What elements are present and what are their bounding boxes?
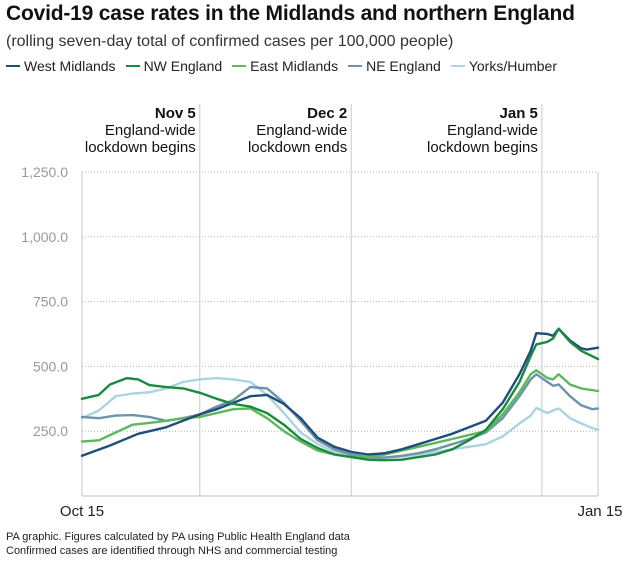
legend-item-east-midlands: East Midlands [232, 58, 338, 74]
series-line-east-midlands [80, 369, 600, 459]
legend-swatch [348, 65, 363, 67]
y-tick-label: 1,250.0 [21, 164, 68, 180]
y-tick-label: 500.0 [33, 358, 68, 374]
legend-swatch [450, 65, 465, 67]
event-date-label: Dec 2 [307, 105, 347, 122]
event-date-label: Nov 5 [155, 105, 196, 122]
y-tick-label: 1,000.0 [21, 229, 68, 245]
event-date-label: Jan 5 [500, 105, 538, 122]
x-tick-label: Jan 15 [577, 503, 622, 520]
event-label-line2: lockdown begins [427, 139, 538, 156]
legend-label: East Midlands [250, 58, 339, 74]
footnote-source: PA graphic. Figures calculated by PA usi… [6, 531, 350, 543]
legend-item-nw-england: NW England [125, 58, 223, 74]
legend: West Midlands NW England East Midlands N… [6, 58, 557, 74]
footnote-testing: Confirmed cases are identified through N… [6, 545, 338, 557]
legend-label: NE England [366, 58, 441, 74]
y-tick-label: 250.0 [33, 423, 68, 439]
legend-swatch [232, 65, 247, 67]
event-label-line1: England-wide [105, 122, 196, 139]
legend-item-ne-england: NE England [348, 58, 441, 74]
series-line-west-midlands [80, 327, 600, 457]
event-label-line1: England-wide [256, 122, 347, 139]
legend-label: NW England [143, 58, 223, 74]
series-line-nw-england [80, 327, 600, 462]
legend-item-west-midlands: West Midlands [6, 58, 116, 74]
legend-swatch [6, 65, 20, 67]
legend-swatch [125, 65, 140, 67]
chart-title: Covid-19 case rates in the Midlands and … [6, 2, 575, 25]
legend-item-yorks-humber: Yorks/Humber [450, 58, 557, 74]
legend-label: West Midlands [24, 58, 116, 74]
y-tick-label: 750.0 [33, 294, 68, 310]
event-label-line2: lockdown ends [248, 139, 347, 156]
chart-subtitle: (rolling seven-day total of confirmed ca… [6, 33, 454, 50]
legend-label: Yorks/Humber [468, 58, 557, 74]
event-label-line2: lockdown begins [85, 139, 196, 156]
x-tick-label: Oct 15 [60, 503, 104, 520]
event-label-line1: England-wide [447, 122, 538, 139]
